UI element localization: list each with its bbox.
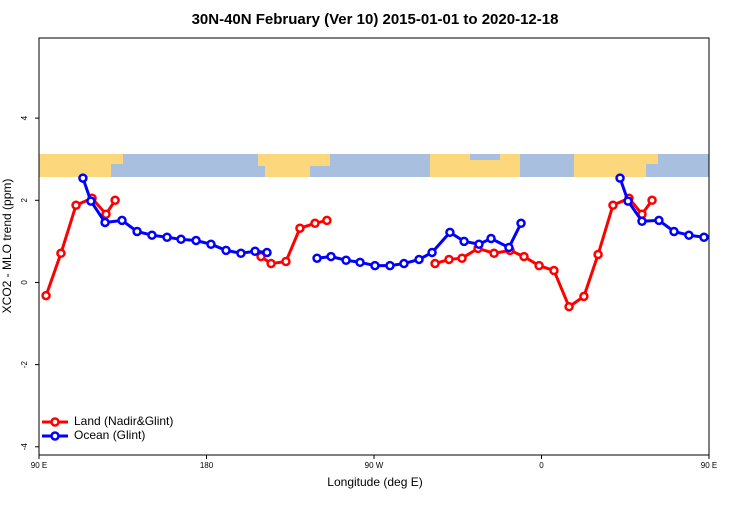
- x-tick-label: 90 E: [31, 461, 47, 470]
- point: [430, 258, 440, 269]
- point: [623, 196, 633, 206]
- point: [132, 226, 142, 237]
- point: [341, 255, 351, 266]
- point: [444, 254, 454, 265]
- point: [486, 233, 496, 244]
- series-line: [44, 196, 654, 309]
- point: [262, 247, 272, 258]
- point: [206, 239, 216, 249]
- legend-marker: [50, 417, 60, 427]
- point: [310, 218, 320, 229]
- legend-marker: [50, 431, 60, 441]
- point: [147, 230, 157, 240]
- point: [191, 235, 201, 246]
- point: [427, 247, 437, 258]
- point: [459, 236, 469, 247]
- series-line: [81, 177, 705, 268]
- point: [445, 227, 455, 238]
- x-tick-label: 90 E: [701, 461, 717, 470]
- point: [516, 218, 526, 229]
- y-tick-label: -4: [20, 443, 29, 451]
- point: [457, 253, 467, 263]
- point: [564, 301, 574, 312]
- point: [699, 232, 709, 243]
- point: [281, 256, 291, 267]
- point: [684, 230, 694, 240]
- point: [608, 200, 618, 210]
- point: [221, 245, 231, 256]
- x-axis-label: Longitude (deg E): [327, 475, 422, 489]
- x-tick-label: 90 W: [365, 461, 384, 470]
- point: [549, 265, 559, 276]
- point: [414, 254, 424, 265]
- y-tick-label: -2: [20, 361, 29, 369]
- point: [474, 239, 484, 249]
- y-tick-label: 0: [20, 280, 29, 285]
- point: [385, 260, 395, 271]
- legend-label: Ocean (Glint): [74, 428, 145, 442]
- point: [100, 217, 110, 228]
- x-tick-label: 180: [200, 461, 214, 470]
- point: [669, 226, 679, 237]
- y-tick-label: 4: [20, 115, 29, 120]
- point: [250, 246, 260, 256]
- map-strip: [39, 154, 709, 177]
- point: [519, 251, 529, 262]
- point: [647, 195, 657, 206]
- plot-frame: [38, 37, 710, 456]
- x-tick-label: 0: [539, 461, 544, 470]
- point: [593, 249, 603, 260]
- point: [370, 260, 380, 271]
- point: [176, 234, 186, 245]
- point: [295, 223, 305, 233]
- point: [504, 242, 514, 253]
- point: [117, 215, 127, 226]
- point: [41, 290, 51, 301]
- point: [534, 260, 544, 271]
- point: [489, 248, 499, 259]
- point: [266, 258, 276, 269]
- point: [326, 251, 336, 262]
- point: [236, 248, 246, 259]
- point: [78, 173, 88, 183]
- point: [56, 248, 66, 259]
- point: [654, 215, 664, 226]
- point: [101, 209, 111, 219]
- point: [579, 291, 589, 302]
- point: [71, 200, 81, 210]
- point: [355, 257, 365, 268]
- point: [86, 196, 96, 206]
- legend-label: Land (Nadir&Glint): [74, 414, 173, 428]
- chart-title: 30N-40N February (Ver 10) 2015-01-01 to …: [192, 11, 559, 28]
- point: [110, 195, 120, 206]
- point: [615, 173, 625, 183]
- point: [162, 232, 172, 243]
- point: [322, 215, 332, 226]
- y-tick-label: 2: [20, 198, 29, 203]
- y-axis-label: XCO2 - MLO trend (ppm): [0, 179, 14, 314]
- point: [312, 253, 322, 263]
- point: [637, 216, 647, 226]
- point: [399, 258, 409, 269]
